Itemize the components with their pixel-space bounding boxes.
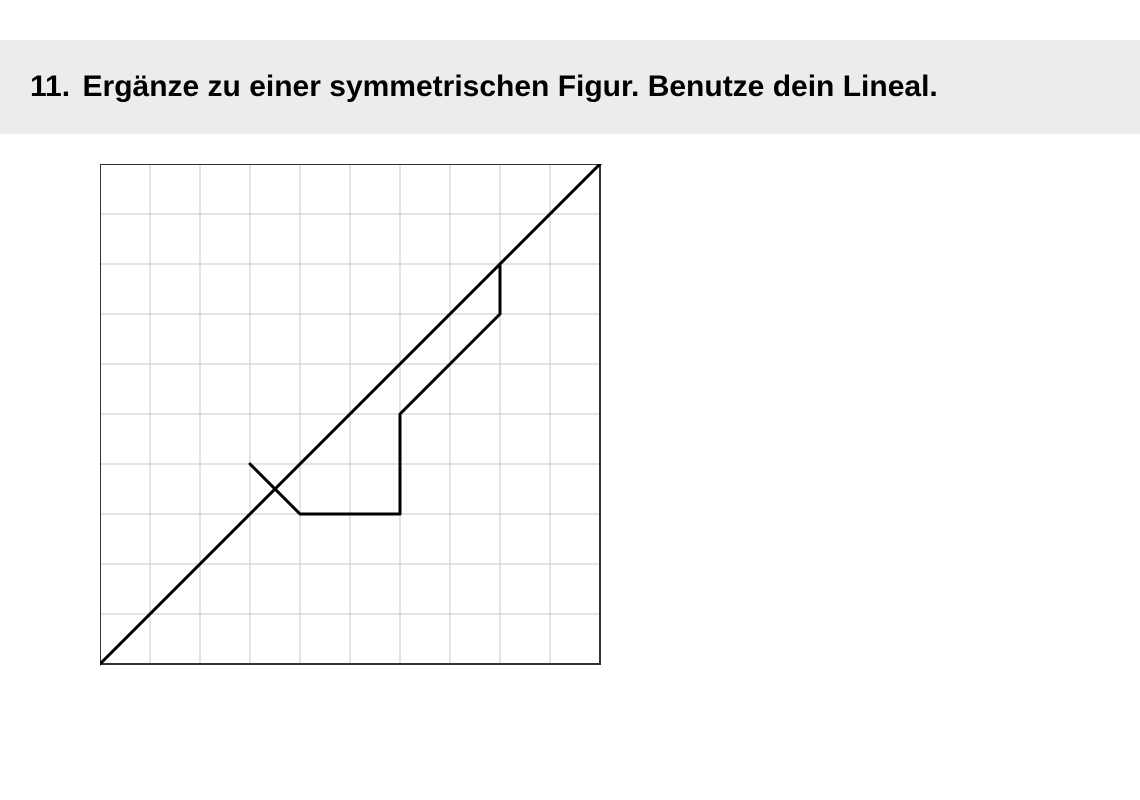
grid-figure [100,164,1140,704]
question-header: 11. Ergänze zu einer symmetrischen Figur… [0,40,1140,134]
question-text: Ergänze zu einer symmetrischen Figur. Be… [83,70,938,103]
grid-svg [100,164,660,704]
question-number: 11. [30,70,70,103]
